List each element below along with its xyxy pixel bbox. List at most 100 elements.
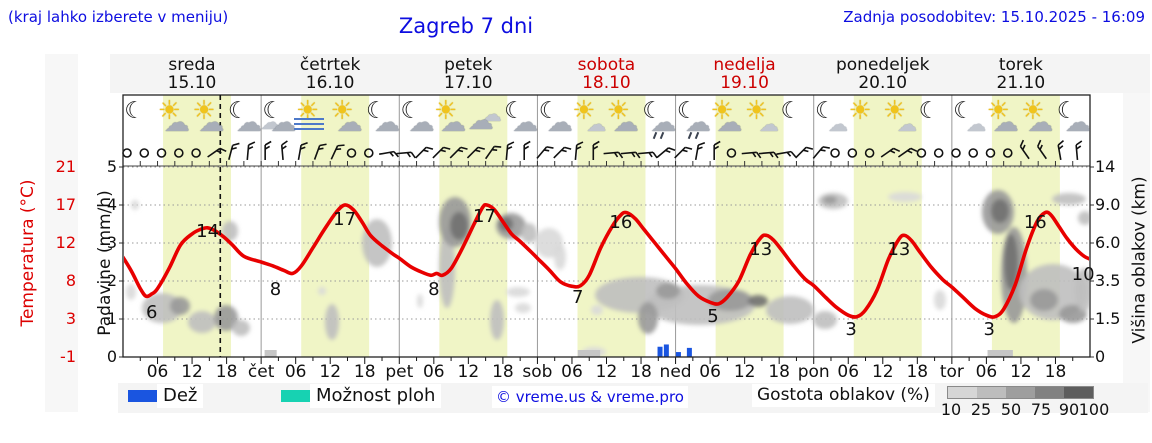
barb-flag <box>576 141 584 146</box>
sun-glyph: ☀ <box>157 96 182 126</box>
barb-flag <box>1022 144 1026 151</box>
cloud-blob <box>515 303 531 313</box>
copyright-link[interactable]: © vreme.us & vreme.pro <box>492 386 688 408</box>
barb-flag <box>665 149 671 153</box>
barb-flag <box>443 146 451 150</box>
barb-flag <box>248 141 256 146</box>
temperature-value-label: 3 <box>984 319 995 340</box>
cloud-blob <box>325 304 339 340</box>
barb-flag <box>613 152 619 158</box>
barb-flag <box>264 145 271 150</box>
moon-glyph: ☾ <box>780 98 802 124</box>
precip-tick-label: 0 <box>106 347 117 366</box>
sun-glyph: ☀ <box>883 96 907 126</box>
moon-glyph: ☾ <box>227 98 249 124</box>
wind-barb-icon <box>574 141 584 161</box>
cloud-glyph: ☁ <box>440 108 467 138</box>
barb-flag <box>507 141 515 146</box>
temperature-value-label: 14 <box>196 221 219 242</box>
hour-label: 06 <box>837 362 860 382</box>
cloud-glyph: ☁ <box>408 108 435 138</box>
cloud-height-tick-label: 1.5 <box>1095 309 1121 328</box>
barb-flag <box>889 149 896 154</box>
cloud-glyph: ☁ <box>198 108 225 138</box>
wind-calm-icon <box>346 148 357 158</box>
barb-flag <box>543 149 550 152</box>
barb-flag <box>335 148 342 151</box>
day-header: četrtek 16.10 <box>261 56 399 92</box>
barb-flag <box>907 149 913 154</box>
cloud-blob <box>318 287 326 295</box>
barb-flag <box>713 140 721 146</box>
wind-barb-icon <box>795 146 814 159</box>
temperature-value-label: 7 <box>572 287 583 308</box>
fog-line <box>293 128 324 130</box>
day-abbrev-label: sob <box>522 362 553 382</box>
cloud-glyph: ☁ <box>270 108 297 138</box>
barb-staff <box>432 146 445 159</box>
cloud-blob <box>888 192 922 202</box>
barb-flag <box>546 146 554 149</box>
barb-flag <box>576 146 582 150</box>
sun-cloud-icon: ☀ ☁ <box>327 98 367 142</box>
wind-barb-icon <box>1019 139 1030 160</box>
cloud-blob <box>142 293 182 323</box>
barb-flag <box>773 151 779 159</box>
cloud-blob <box>126 284 136 300</box>
sun-glyph: ☀ <box>848 96 872 126</box>
barb-flag <box>756 151 762 159</box>
barb-staff <box>741 151 757 155</box>
cloud-blob <box>748 295 768 307</box>
day-date: 15.10 <box>167 73 217 93</box>
sun-glyph: ☀ <box>744 96 769 126</box>
wind-barb-icon <box>776 150 797 158</box>
temperature-tick-label: 17 <box>55 195 76 214</box>
cloud-glyph: ☁ <box>612 108 639 138</box>
wind-calm-icon <box>139 148 150 158</box>
sun-cloud-small-icon: ☀ ☁ <box>742 98 782 142</box>
hour-label: 06 <box>284 362 307 382</box>
hour-label: 18 <box>1044 362 1067 382</box>
barb-flag <box>803 149 809 153</box>
wind-barb-icon <box>379 150 400 158</box>
right-axis-strip <box>1123 54 1150 412</box>
wind-calm-icon <box>174 148 184 158</box>
barb-flag <box>406 152 411 158</box>
barb-flag <box>685 146 693 150</box>
barb-staff <box>415 146 427 159</box>
barb-flag <box>910 147 918 153</box>
wind-calm-icon <box>985 148 996 158</box>
barb-staff <box>484 145 495 160</box>
cloud-height-tick-label: 0 <box>1095 347 1106 366</box>
precip-tick-label: 4 <box>106 195 117 214</box>
barb-flag <box>318 147 324 151</box>
temperature-value-label: 17 <box>333 209 356 230</box>
sun-glyph: ☀ <box>295 96 320 126</box>
sun-cloud-icon: ☀ ☁ <box>984 98 1024 142</box>
barb-flag <box>648 152 653 158</box>
sun-cloud-icon: ☀ ☁ <box>604 98 644 142</box>
barb-flag <box>697 146 703 150</box>
barb-flag <box>1076 145 1082 150</box>
wind-barb-icon <box>694 141 706 161</box>
wind-barb-icon <box>1036 139 1047 160</box>
day-abbrev-label: pet <box>385 362 414 382</box>
day-abbrev-label: čet <box>247 362 275 382</box>
temperature-tick-label: 21 <box>55 157 76 176</box>
fog-line <box>293 118 324 120</box>
wind-barb-icon <box>264 140 272 160</box>
barb-flag <box>1036 139 1042 147</box>
moon-cloud-rain-icon: ☾ ☁ <box>673 98 713 142</box>
cloud-blob <box>1078 211 1089 225</box>
density-scale-tick: 100 <box>1078 400 1110 419</box>
barb-staff <box>228 145 234 160</box>
cloud-blob <box>766 296 814 324</box>
barb-flag <box>631 152 636 158</box>
moon-glyph: ☾ <box>676 98 698 124</box>
barb-flag <box>561 149 567 153</box>
barb-staff <box>758 151 775 155</box>
wind-barb-icon <box>297 141 308 161</box>
hour-label: 06 <box>561 362 583 382</box>
hour-label: 18 <box>492 362 514 382</box>
temperature-value-label: 5 <box>707 306 718 327</box>
